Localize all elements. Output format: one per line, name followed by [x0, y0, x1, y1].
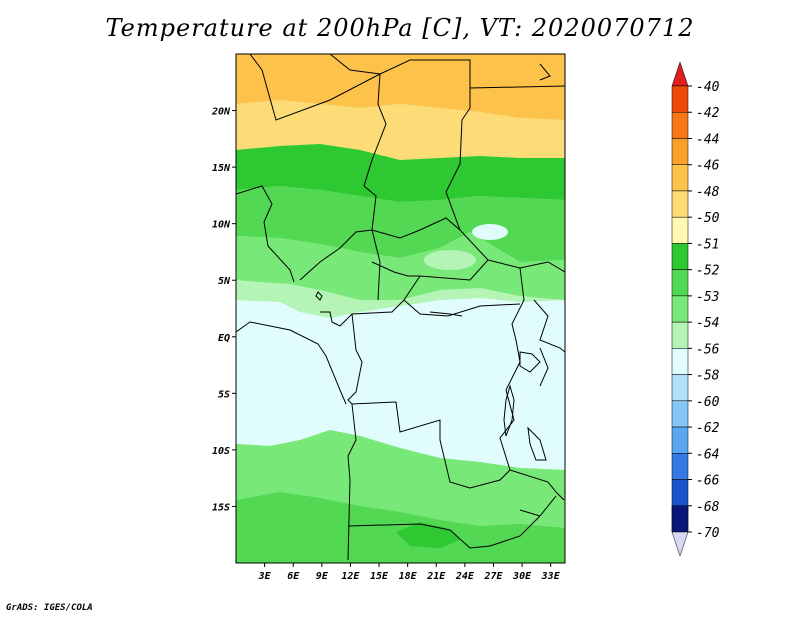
x-tick-label: 6E — [287, 571, 300, 582]
colorbar-segment — [671, 216, 689, 244]
plot-frame — [235, 53, 566, 564]
map-field — [236, 54, 565, 563]
x-tick-label: 15E — [370, 571, 389, 582]
colorbar: -40 -42 -44 -46 -48 -50 -51 -52 -53 -54 -56 -58 -60 -… — [671, 61, 720, 557]
band-51 — [236, 144, 565, 202]
colorbar-segment — [671, 269, 689, 297]
grads-credit: GrADS: IGES/COLA — [6, 603, 93, 613]
y-tick-label: 20N — [211, 107, 231, 118]
x-tick-label: 24E — [455, 571, 475, 582]
band-54-blob — [424, 250, 476, 270]
x-tick-label: 33E — [541, 571, 561, 582]
colorbar-label: -46 — [696, 159, 720, 174]
colorbar-label: -68 — [696, 500, 720, 515]
colorbar-label: -42 — [696, 106, 720, 121]
band-53 — [236, 232, 565, 300]
colorbar-top-arrow — [671, 61, 689, 87]
colorbar-segment — [671, 374, 689, 402]
colorbar-label: -70 — [696, 526, 720, 541]
colorbar-label: -44 — [696, 132, 719, 147]
colorbar-label: -66 — [696, 474, 720, 489]
colorbar-label: -56 — [696, 342, 720, 357]
band-52 — [236, 186, 565, 262]
colorbar-segment — [671, 164, 689, 192]
colorbar-label: -50 — [696, 211, 720, 226]
colorbar-segment — [671, 426, 689, 454]
colorbar-label: -51 — [696, 237, 719, 252]
y-tick-label: 5N — [218, 276, 231, 287]
y-tick-label: 15S — [212, 502, 230, 513]
band-48 — [236, 54, 565, 120]
country-borders — [236, 54, 565, 561]
y-axis: 20N 15N 10N 5N EQ 5S 10S 15S — [211, 107, 236, 513]
colorbar-label: -54 — [696, 316, 719, 331]
x-tick-label: 30E — [512, 571, 532, 582]
colorbar-segment — [671, 348, 689, 375]
x-tick-label: 3E — [258, 571, 272, 582]
band-54 — [236, 298, 565, 470]
band-50 — [236, 100, 565, 160]
x-tick-label: 21E — [426, 571, 446, 582]
colorbar-label: -60 — [696, 395, 720, 410]
colorbar-label: -64 — [696, 447, 719, 462]
x-tick-label: 18E — [399, 571, 418, 582]
chart-title: Temperature at 200hPa [C], VT: 202007071… — [105, 14, 695, 42]
colorbar-label: -48 — [696, 185, 720, 200]
colorbar-label: -52 — [696, 264, 720, 279]
colorbar-segment — [671, 85, 689, 113]
colorbar-segment — [671, 111, 689, 139]
lake-outlines — [315, 63, 551, 517]
y-tick-label: 10S — [212, 446, 230, 457]
colorbar-label: -58 — [696, 369, 720, 384]
x-tick-label: 27E — [483, 571, 503, 582]
colorbar-segment — [671, 479, 689, 507]
band-52-south — [236, 492, 565, 563]
colorbar-segment — [671, 321, 689, 349]
y-tick-label: 10N — [212, 220, 231, 231]
y-tick-label: 5S — [218, 389, 230, 400]
colorbar-segment — [671, 295, 689, 323]
colorbar-segment — [671, 190, 689, 218]
x-tick-label: 12E — [341, 571, 360, 582]
colorbar-bottom-arrow — [671, 531, 689, 557]
x-tick-label: 9E — [316, 571, 329, 582]
colorbar-label: -53 — [696, 290, 719, 305]
colorbar-segment — [671, 505, 689, 533]
colorbar-segment — [671, 138, 689, 165]
colorbar-label: -40 — [696, 80, 720, 95]
colorbar-segment — [671, 400, 689, 428]
colorbar-label: -62 — [696, 421, 720, 436]
colorbar-segment — [671, 453, 689, 480]
band-56-blob — [472, 224, 508, 240]
y-tick-label: 15N — [212, 163, 231, 174]
x-axis: 3E 6E 9E 12E 15E 18E 21E 24E 27E 30E 33E — [258, 563, 561, 582]
y-tick-label: EQ — [218, 333, 230, 344]
colorbar-segment — [671, 243, 689, 270]
